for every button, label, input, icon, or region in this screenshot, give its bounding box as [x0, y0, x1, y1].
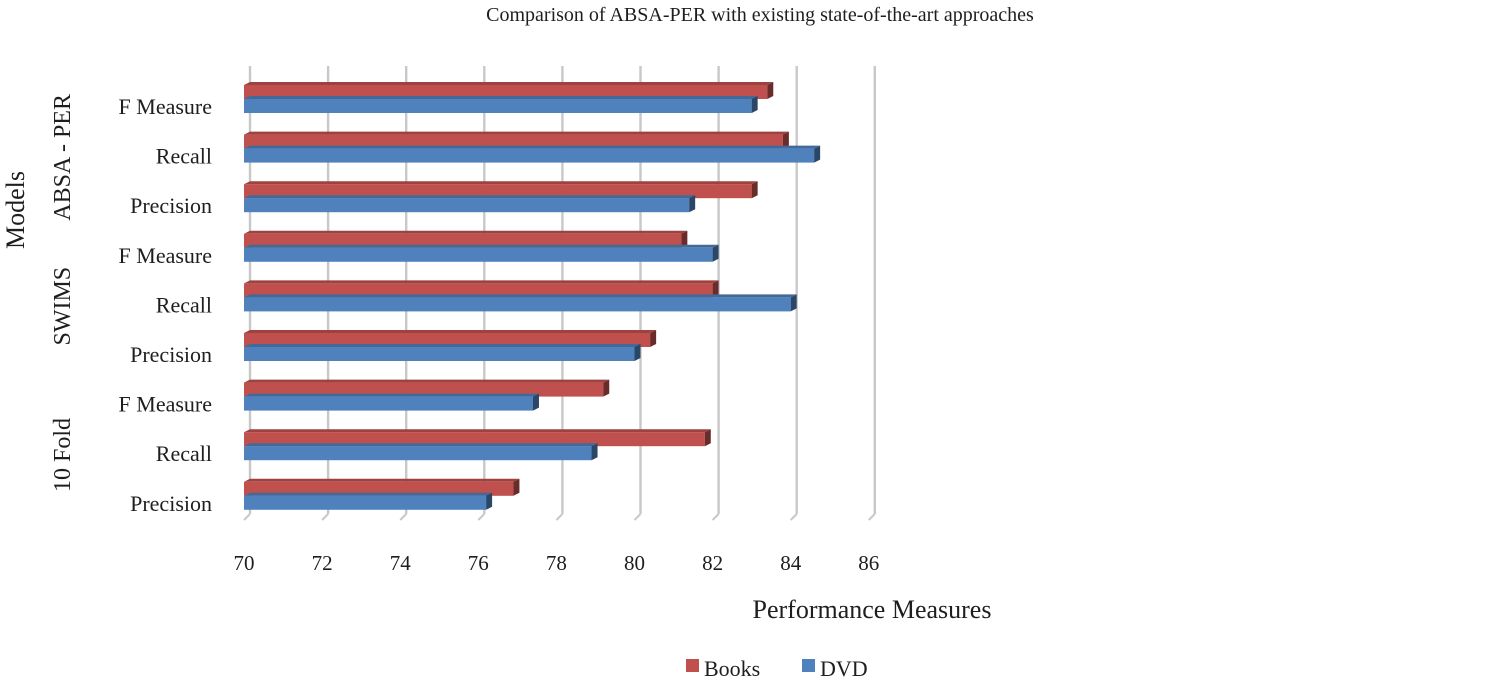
bar-end-face	[532, 393, 539, 411]
bar-top-face	[244, 244, 719, 248]
y-axis-title: Models	[1, 171, 30, 249]
gridline-foot	[243, 513, 251, 521]
bar-top-face	[244, 429, 711, 433]
label-layer: 70 72 74 76 78 80 82 84 86 F Measure Recall Precisi…	[50, 94, 879, 575]
bar-end-face	[751, 181, 758, 199]
bar-end-face	[681, 230, 688, 248]
bar-end-face	[712, 244, 719, 262]
bar-top-face	[244, 330, 657, 333]
x-tick-label: 80	[624, 551, 645, 575]
y-category-label: F Measure	[119, 392, 212, 417]
dvd-bar	[244, 347, 635, 361]
legend-label-books: Books	[704, 656, 760, 681]
y-category-label: Precision	[130, 342, 212, 367]
books-bar	[244, 481, 514, 496]
books-bar	[244, 283, 713, 298]
gridline-foot	[711, 513, 720, 521]
y-group-label: ABSA - PER	[50, 94, 76, 221]
gridline-foot	[789, 513, 798, 521]
bar-top-face	[244, 393, 539, 397]
dvd-bar	[244, 247, 713, 262]
y-category-label: Recall	[156, 292, 212, 317]
dvd-bar	[244, 297, 791, 312]
chart-title: Comparison of ABSA-PER with existing sta…	[486, 4, 1034, 26]
bar-layer	[244, 82, 821, 510]
legend-swatch-dvd	[802, 659, 815, 672]
y-category-label: Precision	[130, 491, 212, 516]
books-bar	[244, 134, 783, 149]
gridline-foot	[399, 513, 407, 521]
bar-end-face	[712, 280, 719, 298]
bar-top-face	[244, 145, 821, 149]
bar-end-face	[782, 131, 789, 149]
bar-end-face	[704, 429, 711, 447]
legend-swatch-books	[686, 659, 699, 672]
legend: Books DVD	[686, 656, 868, 681]
books-bar	[244, 184, 752, 199]
books-bar	[244, 333, 651, 347]
bar-top-face	[244, 82, 774, 85]
gridline-foot	[633, 513, 642, 521]
books-bar	[244, 85, 768, 99]
x-tick-label: 86	[858, 551, 879, 575]
bar-end-face	[751, 96, 758, 113]
x-tick-label: 72	[312, 551, 333, 575]
bar-top-face	[244, 294, 797, 298]
bar-end-face	[790, 294, 797, 312]
y-group-label: SWIMS	[50, 267, 76, 346]
bar-top-face	[244, 280, 719, 284]
bar-end-face	[689, 195, 696, 213]
books-bar	[244, 233, 682, 248]
gridline-foot	[555, 513, 564, 521]
gridline-foot	[477, 513, 486, 521]
bar-top-face	[244, 230, 688, 234]
y-group-label: 10 Fold	[50, 418, 76, 492]
x-tick-label: 74	[390, 551, 412, 575]
x-tick-label: 78	[546, 551, 567, 575]
dvd-bar	[244, 99, 752, 113]
books-bar	[244, 432, 705, 447]
bar-end-face	[634, 344, 641, 361]
bar-end-face	[814, 145, 821, 163]
x-axis-title: Performance Measures	[753, 595, 992, 624]
bar-top-face	[244, 181, 758, 185]
bar-top-face	[244, 96, 758, 99]
bar-end-face	[650, 330, 657, 347]
x-tick-label: 76	[468, 551, 489, 575]
gridline-foot	[868, 513, 876, 521]
x-tick-label: 70	[234, 551, 255, 575]
bar-top-face	[244, 478, 520, 482]
dvd-bar	[244, 148, 815, 163]
y-category-label: Recall	[156, 441, 212, 466]
bar-top-face	[244, 344, 641, 347]
x-tick-label: 84	[780, 551, 802, 575]
bar-end-face	[591, 443, 598, 461]
bar-top-face	[244, 131, 789, 135]
legend-label-dvd: DVD	[820, 656, 868, 681]
y-category-label: F Measure	[119, 94, 212, 119]
bar-top-face	[244, 195, 696, 199]
bar-end-face	[767, 82, 774, 99]
bar-top-face	[244, 443, 598, 447]
bar-top-face	[244, 492, 493, 496]
x-tick-label: 82	[702, 551, 723, 575]
books-bar	[244, 382, 604, 397]
bar-end-face	[603, 379, 610, 397]
dvd-bar	[244, 198, 690, 213]
y-category-label: Precision	[130, 193, 212, 218]
dvd-bar	[244, 396, 533, 411]
y-category-label: F Measure	[119, 243, 212, 268]
y-category-label: Recall	[156, 144, 212, 169]
dvd-bar	[244, 495, 487, 510]
bar-end-face	[486, 492, 493, 510]
dvd-bar	[244, 446, 592, 461]
bar-end-face	[513, 478, 520, 496]
bar-top-face	[244, 379, 610, 383]
gridline-foot	[321, 513, 329, 521]
